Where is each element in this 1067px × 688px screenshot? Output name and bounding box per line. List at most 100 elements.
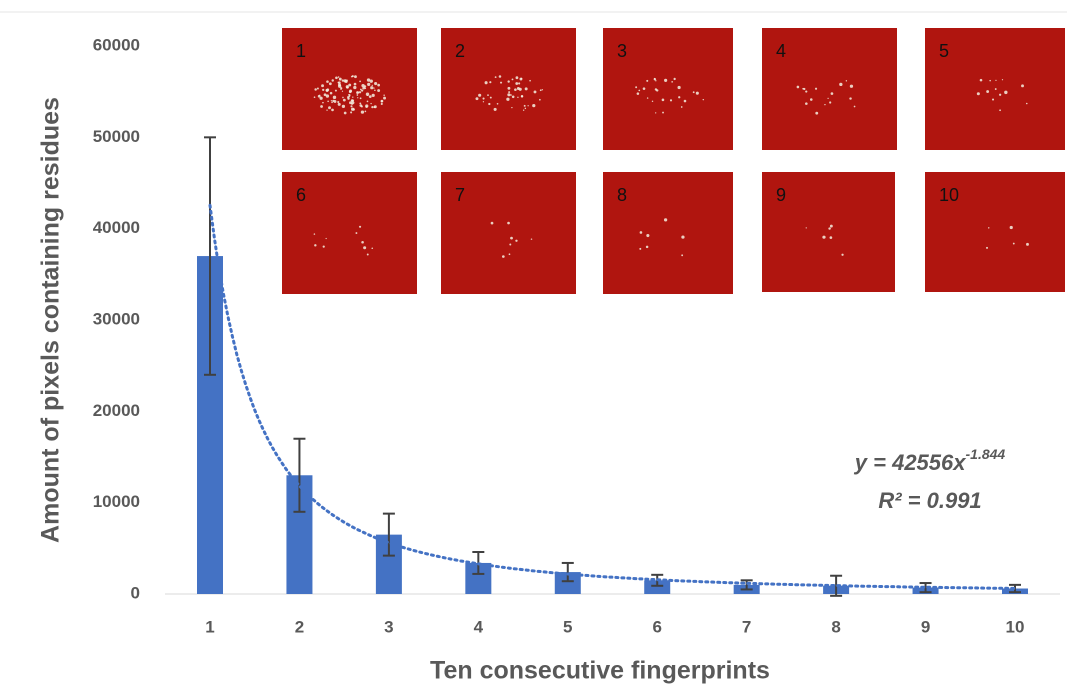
residue-speck	[359, 91, 361, 93]
residue-speck	[839, 83, 842, 86]
residue-speck	[647, 97, 648, 98]
residue-speck	[348, 94, 350, 96]
residue-speck	[491, 222, 494, 225]
residue-speck	[374, 89, 376, 91]
residue-speck	[510, 237, 513, 240]
residue-speck	[497, 103, 499, 105]
residue-speck	[678, 96, 680, 98]
residue-speck	[810, 98, 813, 101]
residue-speck	[363, 246, 366, 249]
residue-speck	[512, 95, 515, 98]
residue-speck	[646, 246, 649, 249]
x-tick-label: 10	[1006, 617, 1025, 636]
residue-speck	[314, 96, 316, 98]
y-tick-label: 40000	[93, 218, 140, 237]
residue-speck	[333, 96, 336, 99]
residue-speck	[361, 110, 364, 113]
residue-speck	[364, 85, 366, 87]
residue-speck	[846, 80, 847, 81]
residue-speck	[841, 254, 843, 256]
residue-speck	[542, 89, 543, 90]
residue-speck	[515, 240, 517, 242]
residue-speck	[995, 88, 997, 90]
residue-speck	[518, 82, 520, 84]
residue-speck	[372, 94, 375, 97]
residue-speck	[803, 88, 805, 90]
residue-speck	[988, 227, 989, 228]
residue-speck	[507, 87, 510, 90]
residue-speck	[655, 80, 656, 81]
residue-speck	[797, 86, 800, 89]
residue-speck	[357, 97, 358, 98]
residue-speck	[371, 247, 373, 249]
residue-speck	[527, 105, 528, 106]
residue-speck	[487, 94, 489, 96]
residue-speck	[540, 89, 542, 91]
residue-speck	[483, 98, 485, 100]
residue-speck	[510, 94, 512, 96]
residue-speck	[356, 91, 359, 94]
residue-speck	[352, 75, 354, 77]
residue-speck	[499, 75, 502, 78]
residue-speck	[330, 92, 333, 95]
residue-speck	[314, 88, 316, 90]
x-tick-label: 9	[921, 617, 930, 636]
inset-label: 2	[455, 41, 465, 61]
residue-speck	[338, 83, 341, 86]
residue-speck	[320, 105, 323, 108]
residue-speck	[500, 82, 502, 84]
x-axis-title: Ten consecutive fingerprints	[430, 657, 770, 685]
residue-speck	[323, 245, 325, 247]
residue-speck	[475, 97, 478, 100]
residue-speck	[335, 76, 338, 79]
y-tick-label: 50000	[93, 127, 140, 146]
residue-speck	[1021, 84, 1024, 87]
x-tick-label: 7	[742, 617, 751, 636]
residue-speck	[830, 225, 833, 228]
residue-speck	[352, 96, 353, 97]
residue-speck	[523, 110, 524, 111]
residue-speck	[806, 227, 807, 228]
residue-speck	[532, 104, 535, 107]
residue-speck	[977, 92, 980, 95]
residue-speck	[374, 82, 377, 85]
residue-speck	[322, 102, 324, 104]
residue-speck	[693, 91, 695, 93]
residue-speck	[831, 92, 834, 95]
residue-speck	[514, 88, 517, 91]
residue-speck	[815, 88, 817, 90]
residue-speck	[365, 111, 367, 113]
residue-speck	[652, 101, 653, 102]
residue-speck	[326, 94, 329, 97]
residue-speck	[360, 97, 362, 99]
residue-speck	[995, 80, 996, 81]
residue-speck	[703, 99, 704, 100]
residue-speck	[314, 244, 316, 246]
residue-speck	[502, 255, 505, 258]
residue-speck	[635, 86, 637, 88]
residue-speck	[369, 95, 372, 98]
inset-label: 5	[939, 41, 949, 61]
residue-speck	[534, 90, 537, 93]
residue-speck	[531, 238, 532, 239]
residue-speck	[367, 83, 370, 86]
residue-speck	[357, 94, 359, 96]
residue-speck	[1004, 91, 1007, 94]
residue-speck	[989, 80, 991, 82]
residue-speck	[517, 97, 518, 98]
residue-speck	[342, 91, 343, 92]
residue-speck	[815, 112, 818, 115]
residue-speck	[822, 236, 825, 239]
residue-speck	[327, 100, 329, 102]
residue-speck	[359, 81, 361, 83]
residue-speck	[365, 104, 368, 107]
residue-speck	[367, 254, 369, 256]
residue-speck	[361, 241, 364, 244]
residue-speck	[681, 254, 683, 256]
residue-speck	[681, 235, 684, 238]
residue-speck	[662, 112, 664, 114]
residue-speck	[508, 91, 510, 93]
residue-speck	[662, 99, 665, 102]
residue-speck	[506, 98, 509, 101]
residue-speck	[507, 222, 510, 225]
